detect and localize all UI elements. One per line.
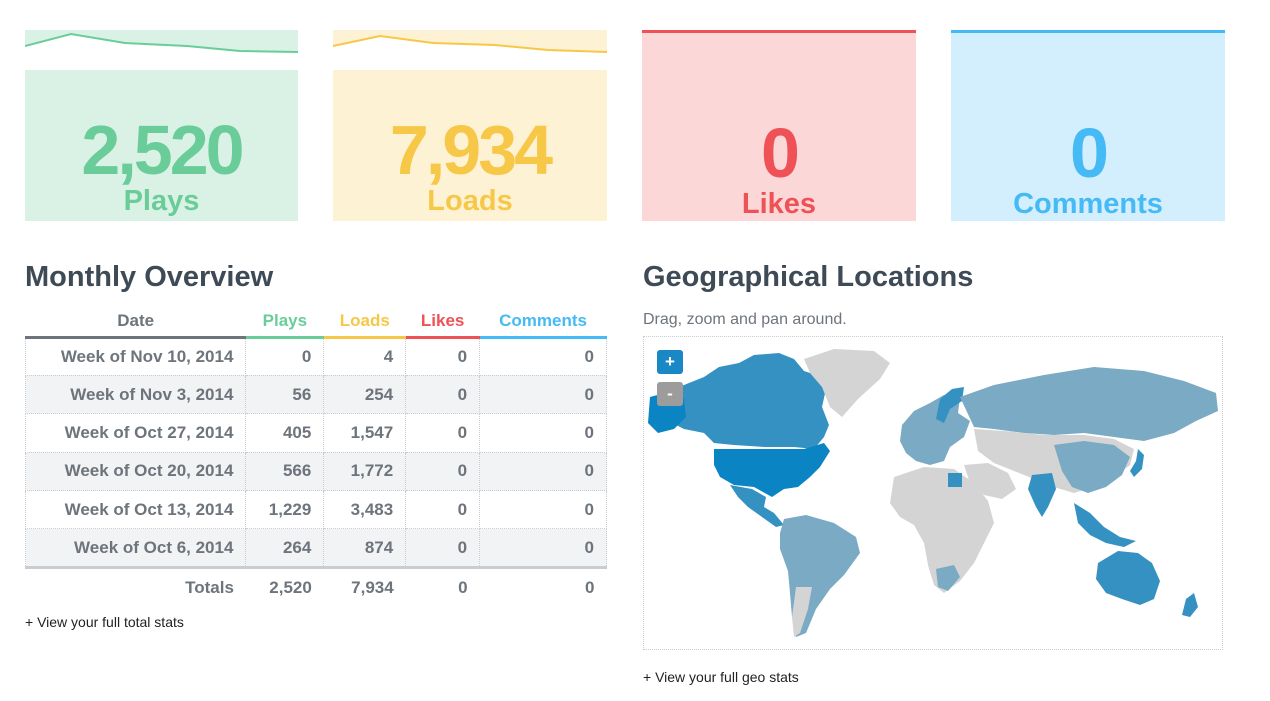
row-likes: 0 [405,452,481,492]
row-plays: 566 [245,452,325,492]
map-region-russia[interactable] [960,367,1218,441]
table-row: Week of Nov 3, 2014 56 254 0 0 [24,375,607,415]
plays-sparkline [25,32,298,70]
row-loads: 4 [323,337,407,376]
row-date: Week of Nov 3, 2014 [24,375,247,415]
totals-label: Totals [25,565,246,608]
header-loads: Loads [323,306,406,339]
row-likes: 0 [405,528,481,568]
row-comments: 0 [479,337,607,376]
row-loads: 3,483 [323,490,407,530]
map-region-greenland [804,349,890,417]
map-region-chile-argentina [792,587,812,637]
plays-stat-card: 2,520 Plays [25,30,298,221]
loads-label: Loads [427,185,513,217]
map-region-south-africa[interactable] [936,565,960,591]
row-loads: 1,547 [323,413,407,453]
loads-sparkline [333,34,607,70]
likes-stat-card: 0 Likes [642,30,916,221]
map-region-southeast-asia[interactable] [1074,503,1136,547]
header-date: Date [25,306,246,339]
comments-value: 0 [1070,114,1109,192]
plays-value: 2,520 [81,111,244,189]
zoom-in-button[interactable]: + [657,350,683,374]
view-full-geo-stats-link[interactable]: + View your full geo stats [643,669,799,685]
header-likes: Likes [405,306,480,339]
row-loads: 254 [323,375,407,415]
row-date: Week of Oct 27, 2014 [24,413,247,453]
row-date: Week of Nov 10, 2014 [24,337,247,376]
loads-stat-card: 7,934 Loads [333,30,607,221]
row-likes: 0 [405,375,481,415]
row-plays: 0 [245,337,325,376]
totals-likes: 0 [405,565,480,608]
row-date: Week of Oct 20, 2014 [24,452,247,492]
plays-label: Plays [123,185,200,217]
row-plays: 56 [245,375,325,415]
totals-plays: 2,520 [245,565,324,608]
geo-locations-title: Geographical Locations [643,261,974,293]
map-region-japan[interactable] [1130,449,1144,477]
totals-loads: 7,934 [323,565,406,608]
map-region-middle-east [964,463,1016,499]
table-row: Week of Oct 27, 2014 405 1,547 0 0 [24,413,607,453]
table-row: Week of Oct 6, 2014 264 874 0 0 [24,528,607,568]
row-comments: 0 [479,375,607,415]
row-loads: 1,772 [323,452,407,492]
row-comments: 0 [479,490,607,530]
row-comments: 0 [479,528,607,568]
row-plays: 1,229 [245,490,325,530]
view-full-total-stats-link[interactable]: + View your full total stats [25,614,184,630]
loads-value: 7,934 [389,111,553,189]
totals-row: Totals 2,520 7,934 0 0 [25,565,607,608]
table-row: Week of Oct 13, 2014 1,229 3,483 0 0 [24,490,607,530]
totals-comments: 0 [479,565,607,608]
row-likes: 0 [405,490,481,530]
header-comments: Comments [479,306,607,339]
world-map[interactable]: + - [643,336,1223,650]
row-comments: 0 [479,452,607,492]
world-map-svg[interactable] [644,337,1223,650]
comments-stat-card: 0 Comments [951,30,1225,221]
map-region-usa[interactable] [714,443,830,497]
likes-value: 0 [761,114,800,192]
map-region-east-asia[interactable] [1054,441,1130,493]
map-region-egypt[interactable] [948,473,962,487]
likes-label: Likes [741,188,817,220]
row-likes: 0 [405,413,481,453]
comments-label: Comments [1013,188,1163,220]
row-date: Week of Oct 13, 2014 [24,490,247,530]
row-likes: 0 [405,337,481,376]
map-region-australia[interactable] [1096,551,1160,605]
zoom-out-button[interactable]: - [657,382,683,406]
map-region-canada[interactable] [652,353,829,449]
row-comments: 0 [479,413,607,453]
geo-subtitle: Drag, zoom and pan around. [643,311,847,328]
row-plays: 405 [245,413,325,453]
row-plays: 264 [245,528,325,568]
map-region-africa [890,467,994,593]
table-row: Week of Nov 10, 2014 0 4 0 0 [24,337,607,376]
monthly-overview-title: Monthly Overview [25,261,274,293]
map-region-mexico[interactable] [730,485,784,527]
table-row: Week of Oct 20, 2014 566 1,772 0 0 [24,452,607,492]
map-region-europe[interactable] [900,395,970,465]
map-region-south-america[interactable] [780,515,860,637]
map-region-scandinavia[interactable] [936,387,964,423]
map-region-india[interactable] [1028,473,1056,517]
monthly-overview-table: Date Plays Loads Likes Comments Week of … [24,306,607,608]
map-region-new-zealand[interactable] [1182,593,1198,617]
header-plays: Plays [245,306,324,339]
row-loads: 874 [323,528,407,568]
row-date: Week of Oct 6, 2014 [24,528,247,568]
